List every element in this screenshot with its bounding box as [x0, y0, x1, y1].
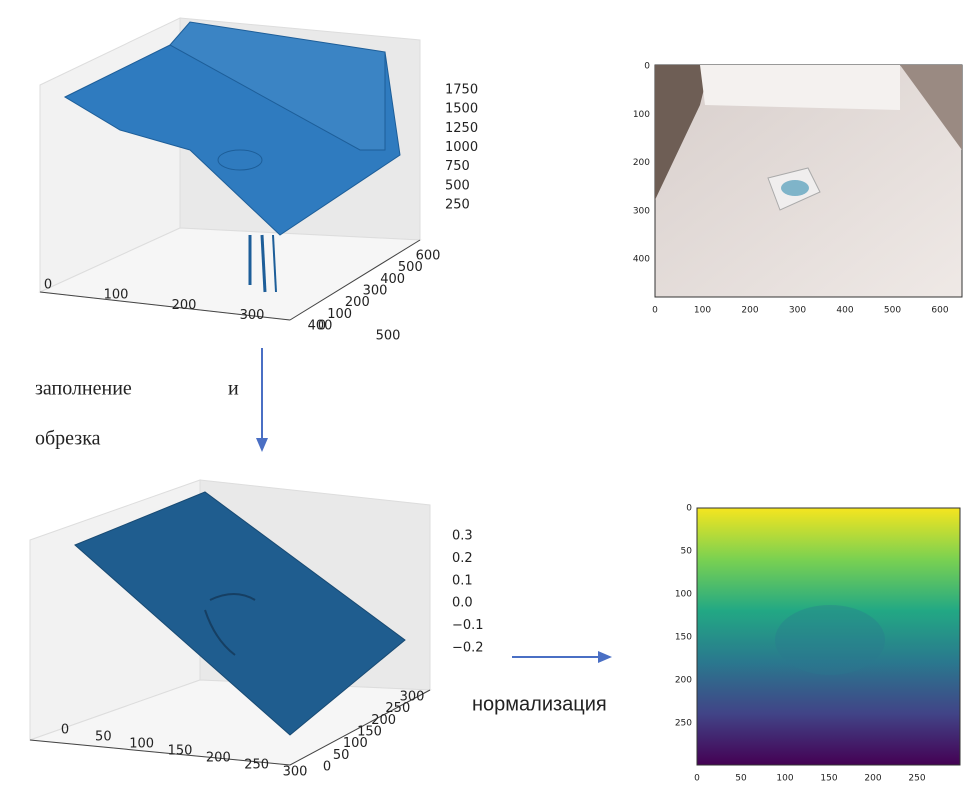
tick-label: 0 [644, 62, 650, 72]
tick-label: 0 [652, 306, 658, 316]
tick-label: 100 [129, 737, 154, 752]
heatmap-plot [697, 508, 960, 765]
plot-3d-raw [40, 18, 420, 320]
tick-label: 0 [323, 760, 331, 775]
tick-label: 0 [686, 504, 692, 514]
tick-label: 1250 [445, 121, 478, 136]
tick-label: 300 [240, 308, 265, 323]
tick-label: 250 [244, 758, 269, 773]
tick-label: 0.1 [452, 573, 473, 588]
tick-label: 250 [445, 198, 470, 213]
tick-label: 600 [931, 306, 948, 316]
tick-label: 50 [681, 547, 693, 557]
label-and: и [228, 378, 239, 400]
tick-label: 750 [445, 159, 470, 174]
arrow-down [256, 348, 268, 452]
tick-label: 250 [908, 774, 925, 784]
tick-label: 1500 [445, 102, 478, 117]
figure: заполнение и обрезка нормализация 1750 15… [0, 0, 964, 791]
tick-label: 0 [61, 723, 69, 738]
tick-label: 0.0 [452, 596, 473, 611]
label-crop: обрезка [35, 428, 101, 450]
tick-label: 400 [633, 255, 650, 265]
tick-label: 0 [694, 774, 700, 784]
tick-label: 0 [318, 319, 326, 334]
tick-label: 500 [445, 178, 470, 193]
tick-label: 300 [400, 690, 425, 705]
tick-label: 1000 [445, 140, 478, 155]
tick-label: 0.3 [452, 529, 473, 544]
tick-label: 100 [633, 110, 650, 120]
tick-label: 300 [789, 306, 806, 316]
plot-3d-filled [30, 480, 430, 765]
tick-label: 100 [694, 306, 711, 316]
tick-label: 300 [283, 765, 308, 780]
tick-label: 400 [836, 306, 853, 316]
tick-label: 200 [633, 158, 650, 168]
tick-label: 100 [776, 774, 793, 784]
tick-label: 100 [104, 288, 129, 303]
tick-label: 500 [884, 306, 901, 316]
tick-label: 600 [416, 249, 441, 264]
tick-label: 1750 [445, 83, 478, 98]
tick-label: −0.2 [452, 641, 484, 656]
tick-label: 150 [820, 774, 837, 784]
tick-label: 250 [675, 719, 692, 729]
tick-label: 50 [735, 774, 747, 784]
arrow-right [512, 651, 612, 663]
tick-label: 200 [206, 751, 231, 766]
tick-label: 200 [675, 676, 692, 686]
tick-label: 200 [172, 298, 197, 313]
tick-label: 0.2 [452, 551, 473, 566]
tick-label: −0.1 [452, 618, 484, 633]
tick-label: 50 [95, 730, 112, 745]
tick-label: 100 [675, 590, 692, 600]
tick-label: 0 [44, 278, 52, 293]
label-fill: заполнение [35, 378, 132, 400]
tick-label: 150 [168, 744, 193, 759]
tick-label: 500 [376, 329, 401, 344]
photo-plot [655, 65, 962, 297]
label-normalize: нормализация [472, 693, 607, 715]
tick-label: 150 [675, 633, 692, 643]
tick-label: 300 [633, 206, 650, 216]
tick-label: 200 [741, 306, 758, 316]
tick-label: 200 [864, 774, 881, 784]
